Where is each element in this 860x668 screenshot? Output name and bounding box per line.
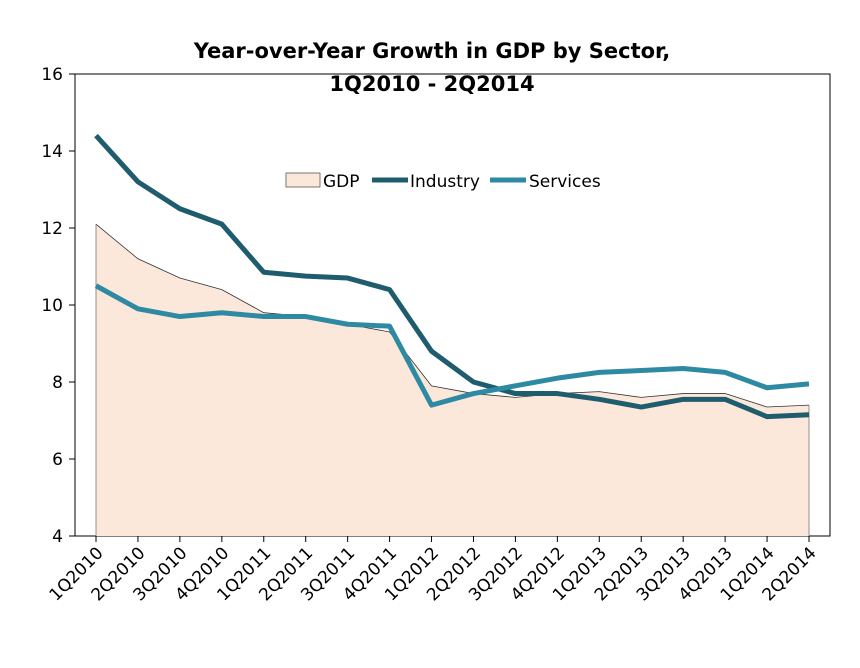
chart-title: Year-over-Year Growth in GDP by Sector, xyxy=(193,39,671,63)
legend: GDP Industry Services xyxy=(285,172,601,192)
y-tick-label: 8 xyxy=(52,373,63,393)
y-tick-label: 12 xyxy=(41,219,63,239)
series-services-line xyxy=(94,283,810,408)
y-tick-label: 6 xyxy=(52,450,63,470)
series-gdp-area xyxy=(96,224,809,536)
y-tick-label: 10 xyxy=(41,296,63,316)
legend-swatch-gdp xyxy=(285,172,321,188)
series-industry-line xyxy=(94,133,810,420)
series-gdp-line xyxy=(95,223,810,408)
legend-label-industry: Industry xyxy=(410,172,480,192)
chart-subtitle: 1Q2010 - 2Q2014 xyxy=(329,72,534,96)
y-tick-label: 16 xyxy=(41,65,63,85)
legend-label-gdp: GDP xyxy=(323,172,360,192)
legend-label-services: Services xyxy=(529,172,601,192)
y-tick-label: 14 xyxy=(41,142,63,162)
y-tick-label: 4 xyxy=(52,527,63,547)
